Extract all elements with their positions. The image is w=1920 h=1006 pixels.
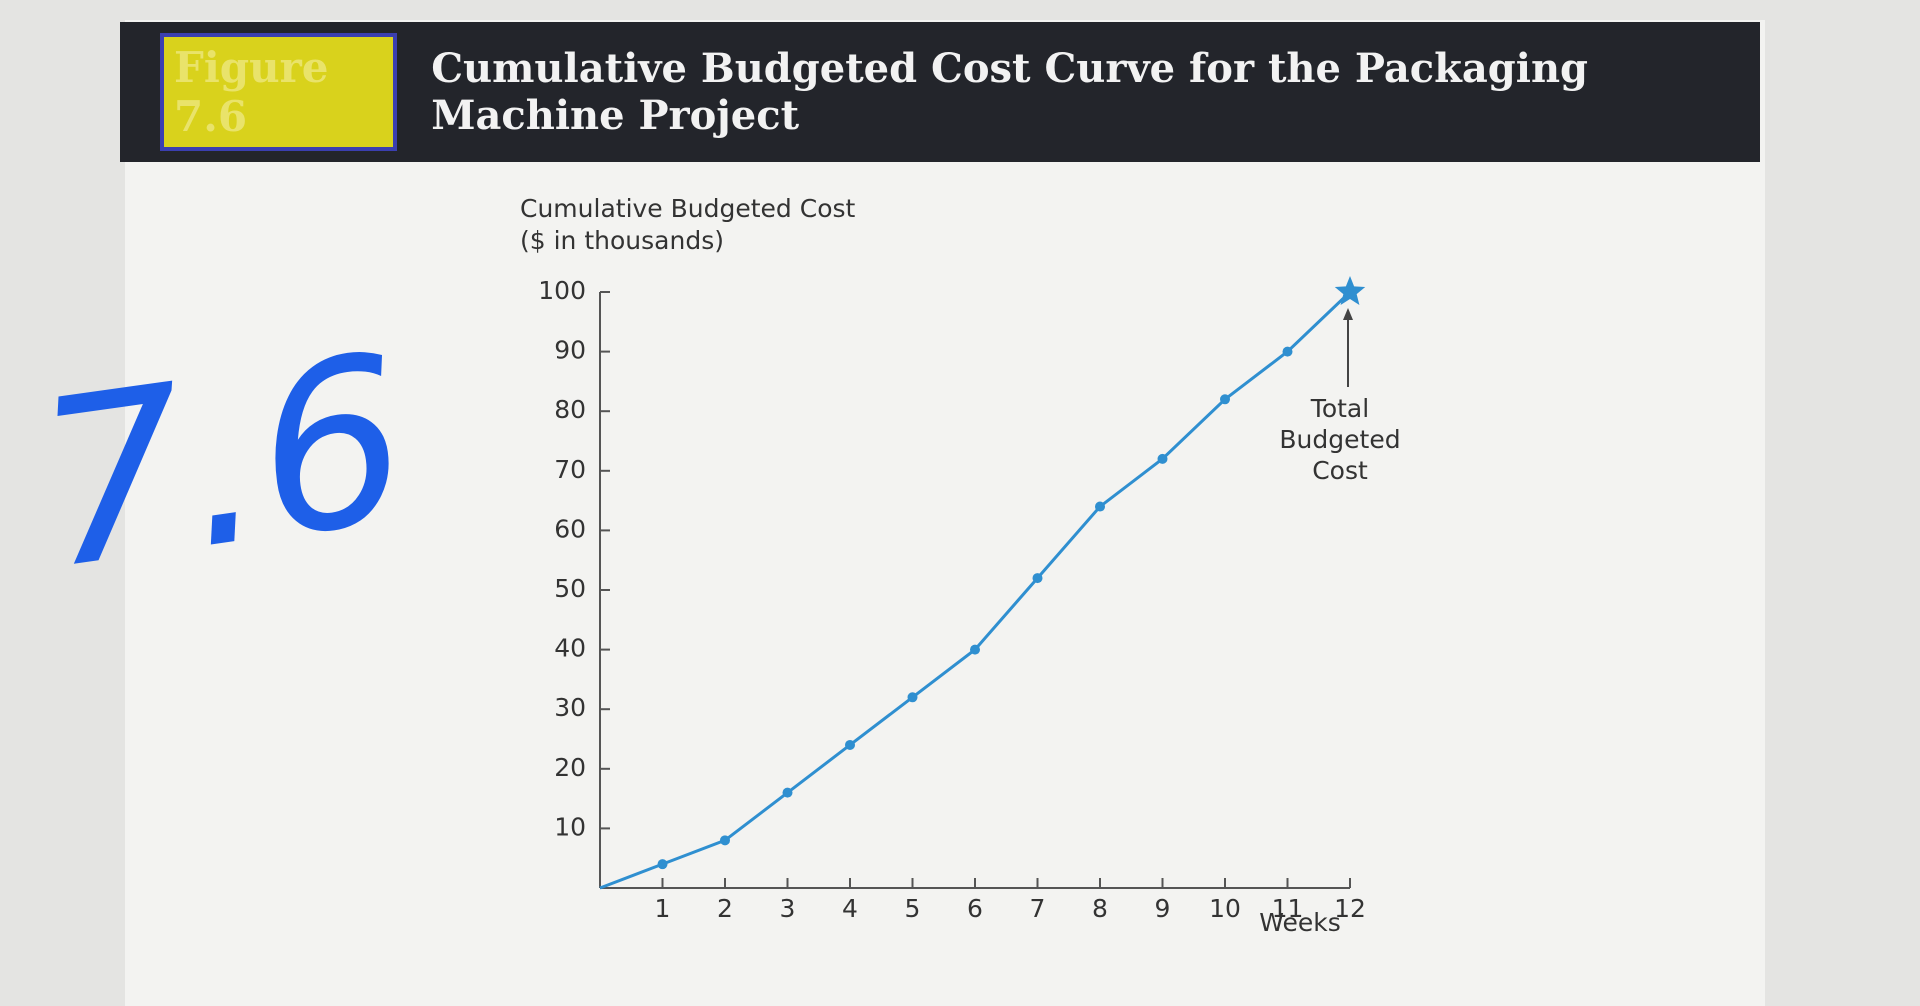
x-axis-label: Weeks	[1259, 908, 1341, 937]
x-tick-label: 6	[967, 894, 983, 923]
title: Cumulative Budgeted Cost Curve for the P…	[431, 45, 1589, 139]
line	[599, 290, 1352, 890]
point	[720, 835, 730, 846]
y-tick-label: 90	[554, 336, 586, 365]
x-tick-label: 10	[1209, 894, 1241, 923]
panel	[125, 20, 1765, 1006]
x-tick-label: 12	[1334, 894, 1366, 923]
y-tick-label: 40	[554, 634, 586, 663]
point	[1220, 394, 1230, 405]
x-tick-label: 3	[780, 894, 796, 923]
y-tick-label: 100	[538, 276, 586, 305]
annotation: Budgeted	[1279, 425, 1400, 454]
x-tick-label: 8	[1092, 894, 1108, 923]
point	[657, 859, 668, 870]
point	[970, 644, 980, 655]
point	[907, 692, 918, 703]
x-tick-label: 1	[655, 894, 671, 923]
x-tick-label: 11	[1272, 894, 1304, 923]
x-tick-label: 9	[1155, 894, 1171, 923]
star-marker	[1334, 276, 1366, 305]
x-tick-label: 7	[1030, 894, 1046, 923]
point	[1157, 453, 1168, 464]
x-tick-label: 2	[717, 894, 733, 923]
point	[845, 739, 855, 750]
figure-label: Figure 7.6	[160, 33, 398, 151]
annotation: Cost	[1312, 456, 1368, 485]
y-tick-label: 50	[554, 574, 586, 603]
y-tick-label: 80	[554, 395, 586, 424]
annotation: Total	[1310, 394, 1369, 423]
y-axis-label: ($ in thousands)	[520, 226, 724, 255]
x-tick-label: 4	[842, 894, 858, 923]
y-tick-label: 10	[554, 812, 586, 841]
point	[1032, 573, 1043, 584]
x-tick-label: 5	[905, 894, 921, 923]
y-tick-label: 60	[554, 514, 586, 543]
point	[1095, 501, 1105, 512]
header-bar: Figure 7.6 Cumulative Budgeted Cost Curv…	[120, 22, 1760, 162]
y-tick-label: 30	[554, 693, 586, 722]
y-tick-label: 70	[554, 455, 586, 484]
arrow-head	[1343, 308, 1353, 320]
y-tick-label: 20	[554, 753, 586, 782]
y-axis-label: Cumulative Budgeted Cost	[520, 194, 856, 223]
point	[782, 787, 793, 798]
point	[1282, 346, 1293, 357]
